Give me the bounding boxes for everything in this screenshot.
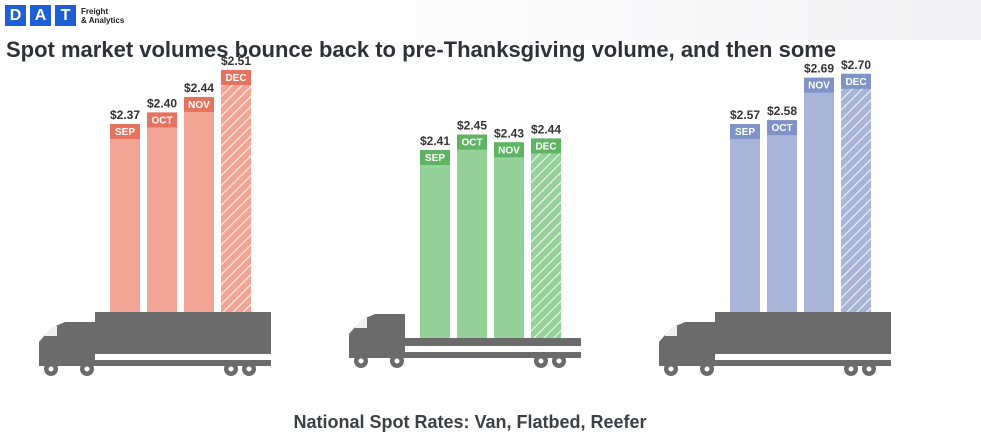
logo-tagline: Freight & Analytics [81,7,124,25]
logo-tagline-line2: & Analytics [81,16,125,25]
bar-label-band [110,124,140,139]
bar-sep-1 [110,124,140,312]
logo-letter-a: A [30,5,51,26]
bar-label-band [531,138,561,154]
value-label: $2.57 [730,108,760,122]
bar-nov-1 [184,96,214,312]
value-label: $2.44 [531,122,561,136]
bar-nov-3 [804,77,834,313]
headline: Spot market volumes bounce back to pre-T… [6,37,837,62]
value-label: $2.43 [494,126,524,140]
category-label: SEP [115,127,135,138]
bar-dec-1 [221,69,251,313]
category-label: SEP [425,153,445,164]
category-label: SEP [735,127,755,138]
bar-oct-3 [767,120,797,312]
bar-dec-3 [841,73,871,312]
category-label: DEC [845,77,866,88]
value-label: $2.40 [147,96,177,110]
bar-label-band [184,96,214,112]
bar-label-band [420,150,450,165]
bar-dec-2 [531,138,561,338]
bar-label-band [730,124,760,139]
bar-label-band [221,69,251,85]
bar-nov-2 [494,142,524,338]
category-label: NOV [808,81,830,92]
value-label: $2.37 [110,108,140,122]
logo-letter-d: D [5,5,26,26]
bar-oct-2 [457,134,487,338]
bar-label-band [767,120,797,136]
bar-label-band [147,112,177,128]
bar-sep-3 [730,124,760,312]
bar-sep-2 [420,150,450,338]
category-label: OCT [461,138,482,149]
value-label: $2.69 [804,62,834,76]
bar-group-3: SEP $2.57 OCT $2.58 NOV $2.69 DEC $2.70 [730,58,871,313]
bar-label-band [804,77,834,93]
logo-letter-t: T [55,5,76,26]
value-label: $2.45 [457,119,487,133]
bar-group-2: SEP $2.41 OCT $2.45 NOV $2.43 DEC $2.44 [420,119,561,338]
bar-label-band [494,142,524,158]
value-label: $2.44 [184,81,214,95]
category-label: OCT [771,123,792,134]
chart-caption: National Spot Rates: Van, Flatbed, Reefe… [293,412,647,432]
bar-label-band [841,73,871,89]
category-label: NOV [498,145,520,156]
category-label: NOV [188,100,210,111]
category-label: DEC [535,141,556,152]
value-label: $2.70 [841,58,871,72]
category-label: DEC [225,73,246,84]
bar-group-1: SEP $2.37 OCT $2.40 NOV $2.44 DEC $2.51 [110,54,251,313]
value-label: $2.51 [221,54,251,68]
bar-label-band [457,134,487,150]
category-label: OCT [151,115,172,126]
value-label: $2.41 [420,134,450,148]
truck-3 [659,312,891,376]
logo-tagline-line1: Freight [81,7,109,16]
header-band [0,0,981,40]
truck-2 [349,314,581,368]
value-label: $2.58 [767,104,797,118]
truck-1 [39,312,271,376]
bar-oct-1 [147,112,177,312]
